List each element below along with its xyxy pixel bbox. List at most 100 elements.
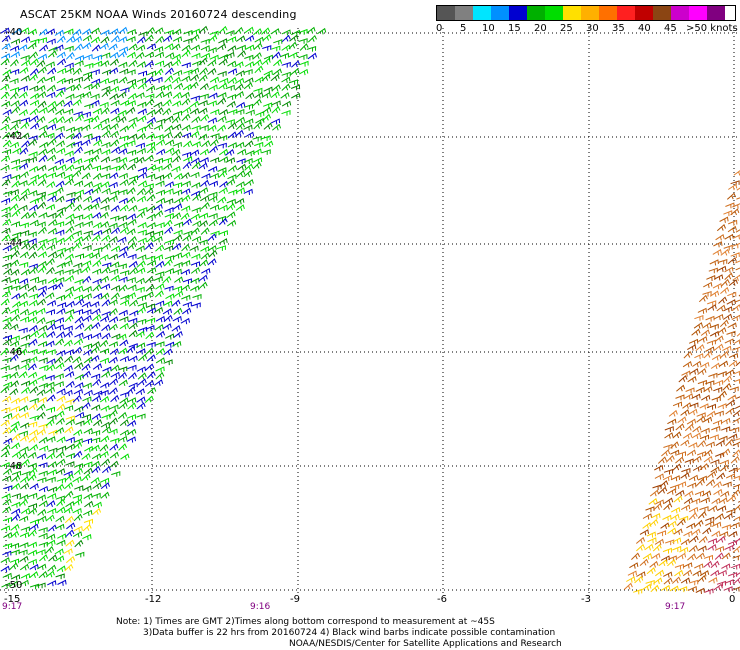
wind-barb [683, 497, 694, 505]
wind-barb [146, 371, 156, 379]
wind-barb [48, 554, 58, 562]
wind-barb [27, 179, 38, 186]
wind-barb [180, 212, 190, 220]
wind-barb [252, 148, 262, 155]
wind-barb [253, 87, 263, 94]
wind-barb [156, 148, 166, 156]
wind-barb [11, 433, 21, 441]
wind-barb [92, 172, 102, 180]
wind-barb [720, 286, 730, 294]
wind-barb [73, 467, 83, 475]
wind-barb [711, 354, 722, 361]
wind-barb [686, 449, 697, 456]
wind-barb [110, 35, 120, 43]
wind-barb [734, 405, 740, 409]
wind-barb [713, 583, 723, 591]
wind-barb [118, 157, 128, 164]
wind-barb [36, 389, 46, 396]
wind-barb [137, 70, 147, 77]
legend-label: 15 [508, 23, 521, 34]
wind-barb [198, 281, 208, 290]
wind-barb [11, 482, 21, 490]
wind-barb [725, 369, 735, 376]
wind-barb [110, 285, 121, 292]
wind-barb [691, 528, 701, 536]
wind-barb [623, 582, 633, 590]
wind-barb [64, 253, 74, 261]
wind-barb [83, 518, 93, 525]
wind-barb [54, 324, 64, 331]
wind-barb [72, 83, 82, 91]
wind-barb [37, 173, 48, 180]
wind-barb [126, 78, 137, 85]
wind-barb [190, 285, 200, 292]
wind-barb [84, 323, 94, 332]
wind-barb [692, 455, 702, 463]
wind-barb [20, 211, 30, 220]
wind-barb [65, 286, 75, 293]
wind-barb [81, 370, 91, 378]
wind-barb [191, 182, 201, 189]
wind-barb [697, 475, 708, 482]
wind-barb [37, 251, 47, 258]
wind-barb [27, 421, 38, 428]
wind-barb [55, 99, 65, 107]
wind-barb [735, 299, 740, 303]
wind-barb [108, 323, 118, 331]
wind-barb [733, 577, 740, 584]
wind-barb [687, 375, 697, 383]
wind-barb [118, 26, 128, 34]
wind-barb [20, 268, 31, 276]
wind-barb [126, 163, 137, 171]
wind-barb [9, 203, 19, 211]
wind-barb [118, 443, 128, 451]
wind-barb [649, 489, 660, 497]
wind-barb [55, 195, 65, 203]
wind-barb [136, 147, 146, 155]
wind-barb [27, 285, 37, 292]
wind-barb [218, 238, 228, 245]
wind-barb [65, 452, 75, 459]
wind-barb [723, 375, 733, 383]
wind-barb [119, 397, 129, 404]
wind-barb [226, 93, 237, 100]
wind-barb [19, 147, 29, 155]
wind-barb [38, 532, 48, 539]
wind-barb [154, 379, 164, 386]
wind-barb [227, 60, 237, 68]
wind-barb [45, 204, 56, 211]
wind-barb [659, 480, 669, 488]
wind-barb [9, 353, 19, 362]
wind-barb [172, 285, 183, 292]
wind-barb [1, 227, 11, 235]
wind-barb [90, 69, 100, 75]
wind-barb [55, 180, 65, 188]
wind-barb [64, 349, 74, 356]
wind-barb [237, 50, 247, 58]
wind-barb [72, 441, 83, 449]
wind-barb [118, 309, 128, 316]
wind-barb [118, 347, 128, 355]
wind-barb [734, 438, 740, 443]
wind-barb [173, 131, 183, 139]
wind-barb [54, 555, 65, 562]
wind-barb [108, 356, 118, 364]
wind-barb [135, 92, 145, 99]
wind-barb [732, 346, 740, 353]
wind-barb [153, 306, 164, 314]
wind-barb [154, 174, 165, 181]
wind-barb [10, 380, 20, 388]
wind-barb [719, 216, 729, 223]
wind-barb [55, 338, 65, 346]
wind-barb [631, 552, 641, 560]
wind-barb [93, 247, 103, 253]
wind-barb [227, 142, 237, 149]
wind-barb [56, 147, 66, 155]
wind-barb [182, 218, 192, 226]
wind-barb [10, 364, 20, 371]
wind-barb [27, 503, 38, 509]
wind-barb [725, 202, 735, 209]
wind-barb [642, 583, 652, 591]
wind-barb [82, 396, 92, 403]
wind-barb [234, 26, 244, 35]
